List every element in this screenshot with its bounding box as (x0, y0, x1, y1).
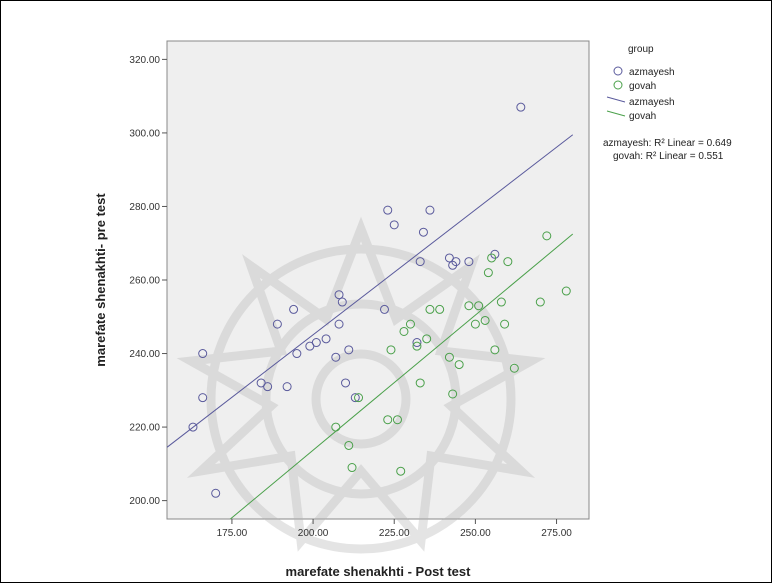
legend-line-label-govah: govah (629, 111, 656, 122)
x-tick-label: 225.00 (379, 528, 410, 539)
x-axis: 175.00 200.00 225.00 250.00 275.00 (217, 519, 572, 539)
point-govah (386, 345, 396, 355)
plot-area (166, 40, 590, 520)
legend-marker-label-azmayesh: azmayesh (629, 67, 675, 78)
point-azmayesh (292, 349, 302, 359)
point-govah (425, 304, 435, 314)
point-azmayesh (341, 378, 351, 388)
point-govah (444, 352, 454, 362)
point-govah (344, 440, 354, 450)
point-govah (487, 253, 497, 263)
point-azmayesh (331, 352, 341, 362)
point-govah (464, 301, 474, 311)
x-tick-label: 175.00 (217, 528, 248, 539)
fit-line-govah (229, 233, 574, 519)
fit-lines (167, 134, 574, 519)
point-govah (535, 297, 545, 307)
x-axis-title: marefate shenakhti - Post test (286, 564, 472, 579)
legend: group azmayesh govah azmayesh govah (606, 44, 675, 122)
point-azmayesh (198, 349, 208, 359)
point-govah (435, 304, 445, 314)
x-tick-label: 275.00 (541, 528, 572, 539)
point-azmayesh (198, 393, 208, 403)
y-tick-label: 260.00 (129, 276, 160, 287)
legend-line-govah (606, 110, 626, 117)
y-tick-label: 240.00 (129, 349, 160, 360)
legend-title: group (628, 44, 654, 55)
point-azmayesh (311, 338, 321, 348)
point-govah (454, 360, 464, 370)
y-tick-label: 280.00 (129, 202, 160, 213)
point-govah (474, 301, 484, 311)
point-govah (490, 345, 500, 355)
point-govah (405, 319, 415, 329)
point-azmayesh (289, 304, 299, 314)
x-tick-label: 250.00 (460, 528, 491, 539)
y-axis: 200.00 220.00 240.00 260.00 280.00 300.00 320.… (129, 55, 167, 507)
legend-line-azmayesh (606, 96, 626, 103)
point-azmayesh (379, 304, 389, 314)
point-govah (500, 319, 510, 329)
point-govah (480, 315, 490, 325)
point-azmayesh (383, 205, 393, 215)
point-govah (542, 231, 552, 241)
y-tick-label: 200.00 (129, 496, 160, 507)
point-azmayesh (263, 382, 273, 392)
point-govah (448, 389, 458, 399)
point-govah (392, 415, 402, 425)
point-govah (561, 286, 571, 296)
point-azmayesh (451, 257, 461, 267)
point-azmayesh (211, 488, 221, 498)
watermark-ornament (176, 216, 546, 554)
point-govah (383, 415, 393, 425)
legend-line-label-azmayesh: azmayesh (629, 97, 675, 108)
point-govah (483, 268, 493, 278)
point-azmayesh (415, 257, 425, 267)
point-azmayesh (464, 257, 474, 267)
point-govah (470, 319, 480, 329)
point-azmayesh (344, 345, 354, 355)
point-azmayesh (334, 319, 344, 329)
point-azmayesh (412, 338, 422, 348)
legend-marker-label-govah: govah (629, 81, 656, 92)
point-azmayesh (350, 393, 360, 403)
point-govah (422, 334, 432, 344)
y-tick-label: 300.00 (129, 128, 160, 139)
fit-line-azmayesh (167, 134, 574, 448)
point-govah (396, 466, 406, 476)
point-govah (415, 378, 425, 388)
point-azmayesh (425, 205, 435, 215)
point-govah (496, 297, 506, 307)
point-govah (509, 363, 519, 373)
point-govah (354, 393, 364, 403)
point-azmayesh (334, 290, 344, 300)
point-azmayesh (188, 422, 198, 432)
point-azmayesh (516, 102, 526, 112)
point-govah (412, 341, 422, 351)
point-govah (347, 463, 357, 473)
y-tick-label: 320.00 (129, 55, 160, 66)
point-govah (503, 257, 513, 267)
point-azmayesh (389, 220, 399, 230)
point-govah (331, 422, 341, 432)
point-govah (399, 326, 409, 336)
point-azmayesh (321, 334, 331, 344)
x-tick-label: 200.00 (298, 528, 329, 539)
point-azmayesh (337, 297, 347, 307)
data-points (188, 102, 571, 498)
legend-marker-azmayesh (613, 66, 623, 76)
r2-annotation-azmayesh: azmayesh: R² Linear = 0.649 (603, 138, 732, 149)
point-azmayesh (282, 382, 292, 392)
point-azmayesh (272, 319, 282, 329)
r2-annotation-govah: govah: R² Linear = 0.551 (613, 151, 724, 162)
point-azmayesh (418, 227, 428, 237)
y-axis-title: marefate shenakhti- pre test (93, 193, 108, 367)
legend-marker-govah (613, 80, 623, 90)
y-tick-label: 220.00 (129, 423, 160, 434)
